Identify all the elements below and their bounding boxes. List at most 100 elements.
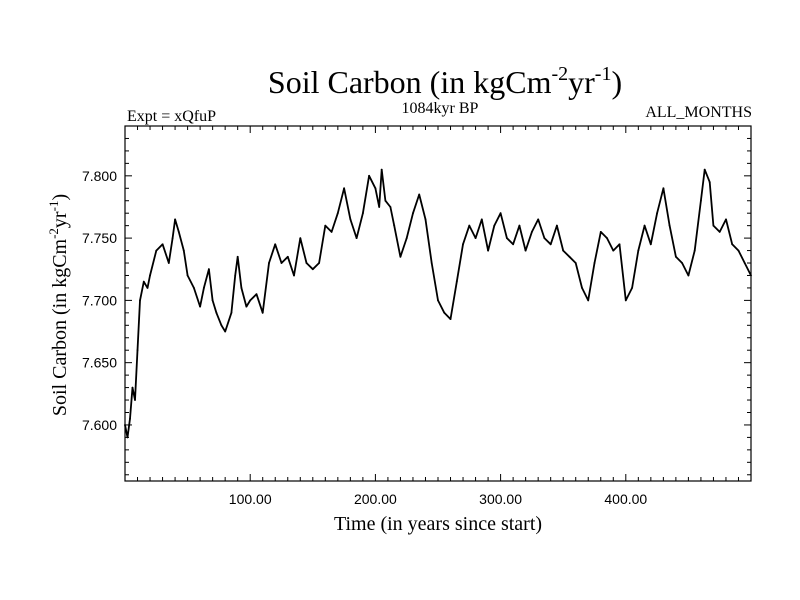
data-point <box>199 305 202 308</box>
x-tick-label: 200.00 <box>354 491 397 507</box>
data-point <box>581 287 583 289</box>
y-axis: 7.600 7.650 7.700 7.750 7.800 <box>82 125 751 476</box>
data-point <box>330 231 333 233</box>
data-point <box>480 218 483 221</box>
data-point <box>182 249 185 252</box>
data-point <box>349 218 352 221</box>
data-point <box>139 299 141 302</box>
data-point <box>687 274 690 277</box>
data-point <box>255 293 258 296</box>
data-point <box>743 262 746 264</box>
data-point <box>224 330 227 333</box>
data-point <box>487 249 489 252</box>
data-point <box>129 417 131 420</box>
data-point <box>305 262 308 264</box>
data-point <box>131 386 134 389</box>
data-point <box>531 231 533 233</box>
data-point <box>405 237 408 240</box>
data-point <box>700 199 702 202</box>
data-point <box>336 212 339 215</box>
data-point <box>389 206 392 208</box>
data-point <box>493 224 496 227</box>
data-point <box>240 287 243 289</box>
data-point <box>599 231 602 233</box>
data-point <box>662 187 665 190</box>
data-point <box>393 224 396 227</box>
data-point <box>725 218 727 221</box>
data-point <box>161 243 164 246</box>
data-point <box>512 243 514 246</box>
data-point <box>249 299 252 302</box>
data-point <box>211 299 214 302</box>
data-point <box>668 224 671 227</box>
data-point <box>142 280 145 283</box>
data-point <box>474 237 477 240</box>
data-point <box>293 274 295 277</box>
data-point <box>524 249 527 252</box>
data-point <box>146 287 149 289</box>
data-point <box>593 262 596 264</box>
data-point <box>380 168 383 171</box>
data-point <box>703 168 706 171</box>
data-point <box>384 199 387 202</box>
data-point <box>208 268 210 271</box>
data-point <box>193 287 195 289</box>
data-point <box>186 274 189 277</box>
data-point <box>230 311 233 314</box>
data-point <box>437 299 439 302</box>
series-line <box>124 168 752 439</box>
experiment-label: Expt = xQfuP <box>127 108 216 125</box>
data-point <box>311 268 314 271</box>
data-point <box>693 249 696 252</box>
data-point <box>220 324 223 327</box>
data-point <box>612 249 615 252</box>
data-point <box>731 243 734 246</box>
data-point <box>343 187 345 190</box>
data-point <box>643 224 646 227</box>
data-point <box>399 255 402 258</box>
data-point <box>318 262 320 264</box>
data-point <box>378 206 381 208</box>
data-point <box>568 255 571 258</box>
data-point <box>261 311 264 314</box>
data-point <box>174 218 177 221</box>
data-point <box>637 249 640 252</box>
data-point <box>124 424 126 426</box>
x-tick-label: 300.00 <box>479 491 522 507</box>
data-point <box>203 287 205 289</box>
data-point <box>587 299 590 302</box>
data-point <box>412 212 414 215</box>
data-point <box>606 237 608 240</box>
data-point <box>537 218 540 221</box>
data-point <box>562 249 565 252</box>
data-point <box>708 181 711 184</box>
data-point <box>506 237 508 240</box>
data-point <box>126 436 129 439</box>
data-point <box>149 274 151 277</box>
data-point <box>449 318 452 320</box>
data-point <box>286 255 289 258</box>
x-tick-label: 400.00 <box>604 491 647 507</box>
period-label: 1084kyr BP <box>402 100 479 117</box>
data-point <box>656 212 658 215</box>
y-tick-label: 7.800 <box>82 168 117 184</box>
data-point <box>299 237 302 240</box>
data-point <box>177 231 180 233</box>
data-point <box>455 280 458 283</box>
data-point <box>424 218 427 221</box>
data-point <box>324 224 327 227</box>
data-point <box>556 224 558 227</box>
data-point <box>374 187 377 190</box>
y-tick-label: 7.600 <box>82 417 117 433</box>
data-point <box>624 299 627 302</box>
data-point <box>234 274 237 277</box>
data-point <box>681 262 683 264</box>
data-point <box>215 311 218 314</box>
data-point <box>750 274 752 277</box>
data-point <box>274 243 277 246</box>
data-point <box>737 249 740 252</box>
data-point <box>675 255 677 258</box>
data-point <box>499 212 502 215</box>
plot-frame <box>124 125 752 482</box>
